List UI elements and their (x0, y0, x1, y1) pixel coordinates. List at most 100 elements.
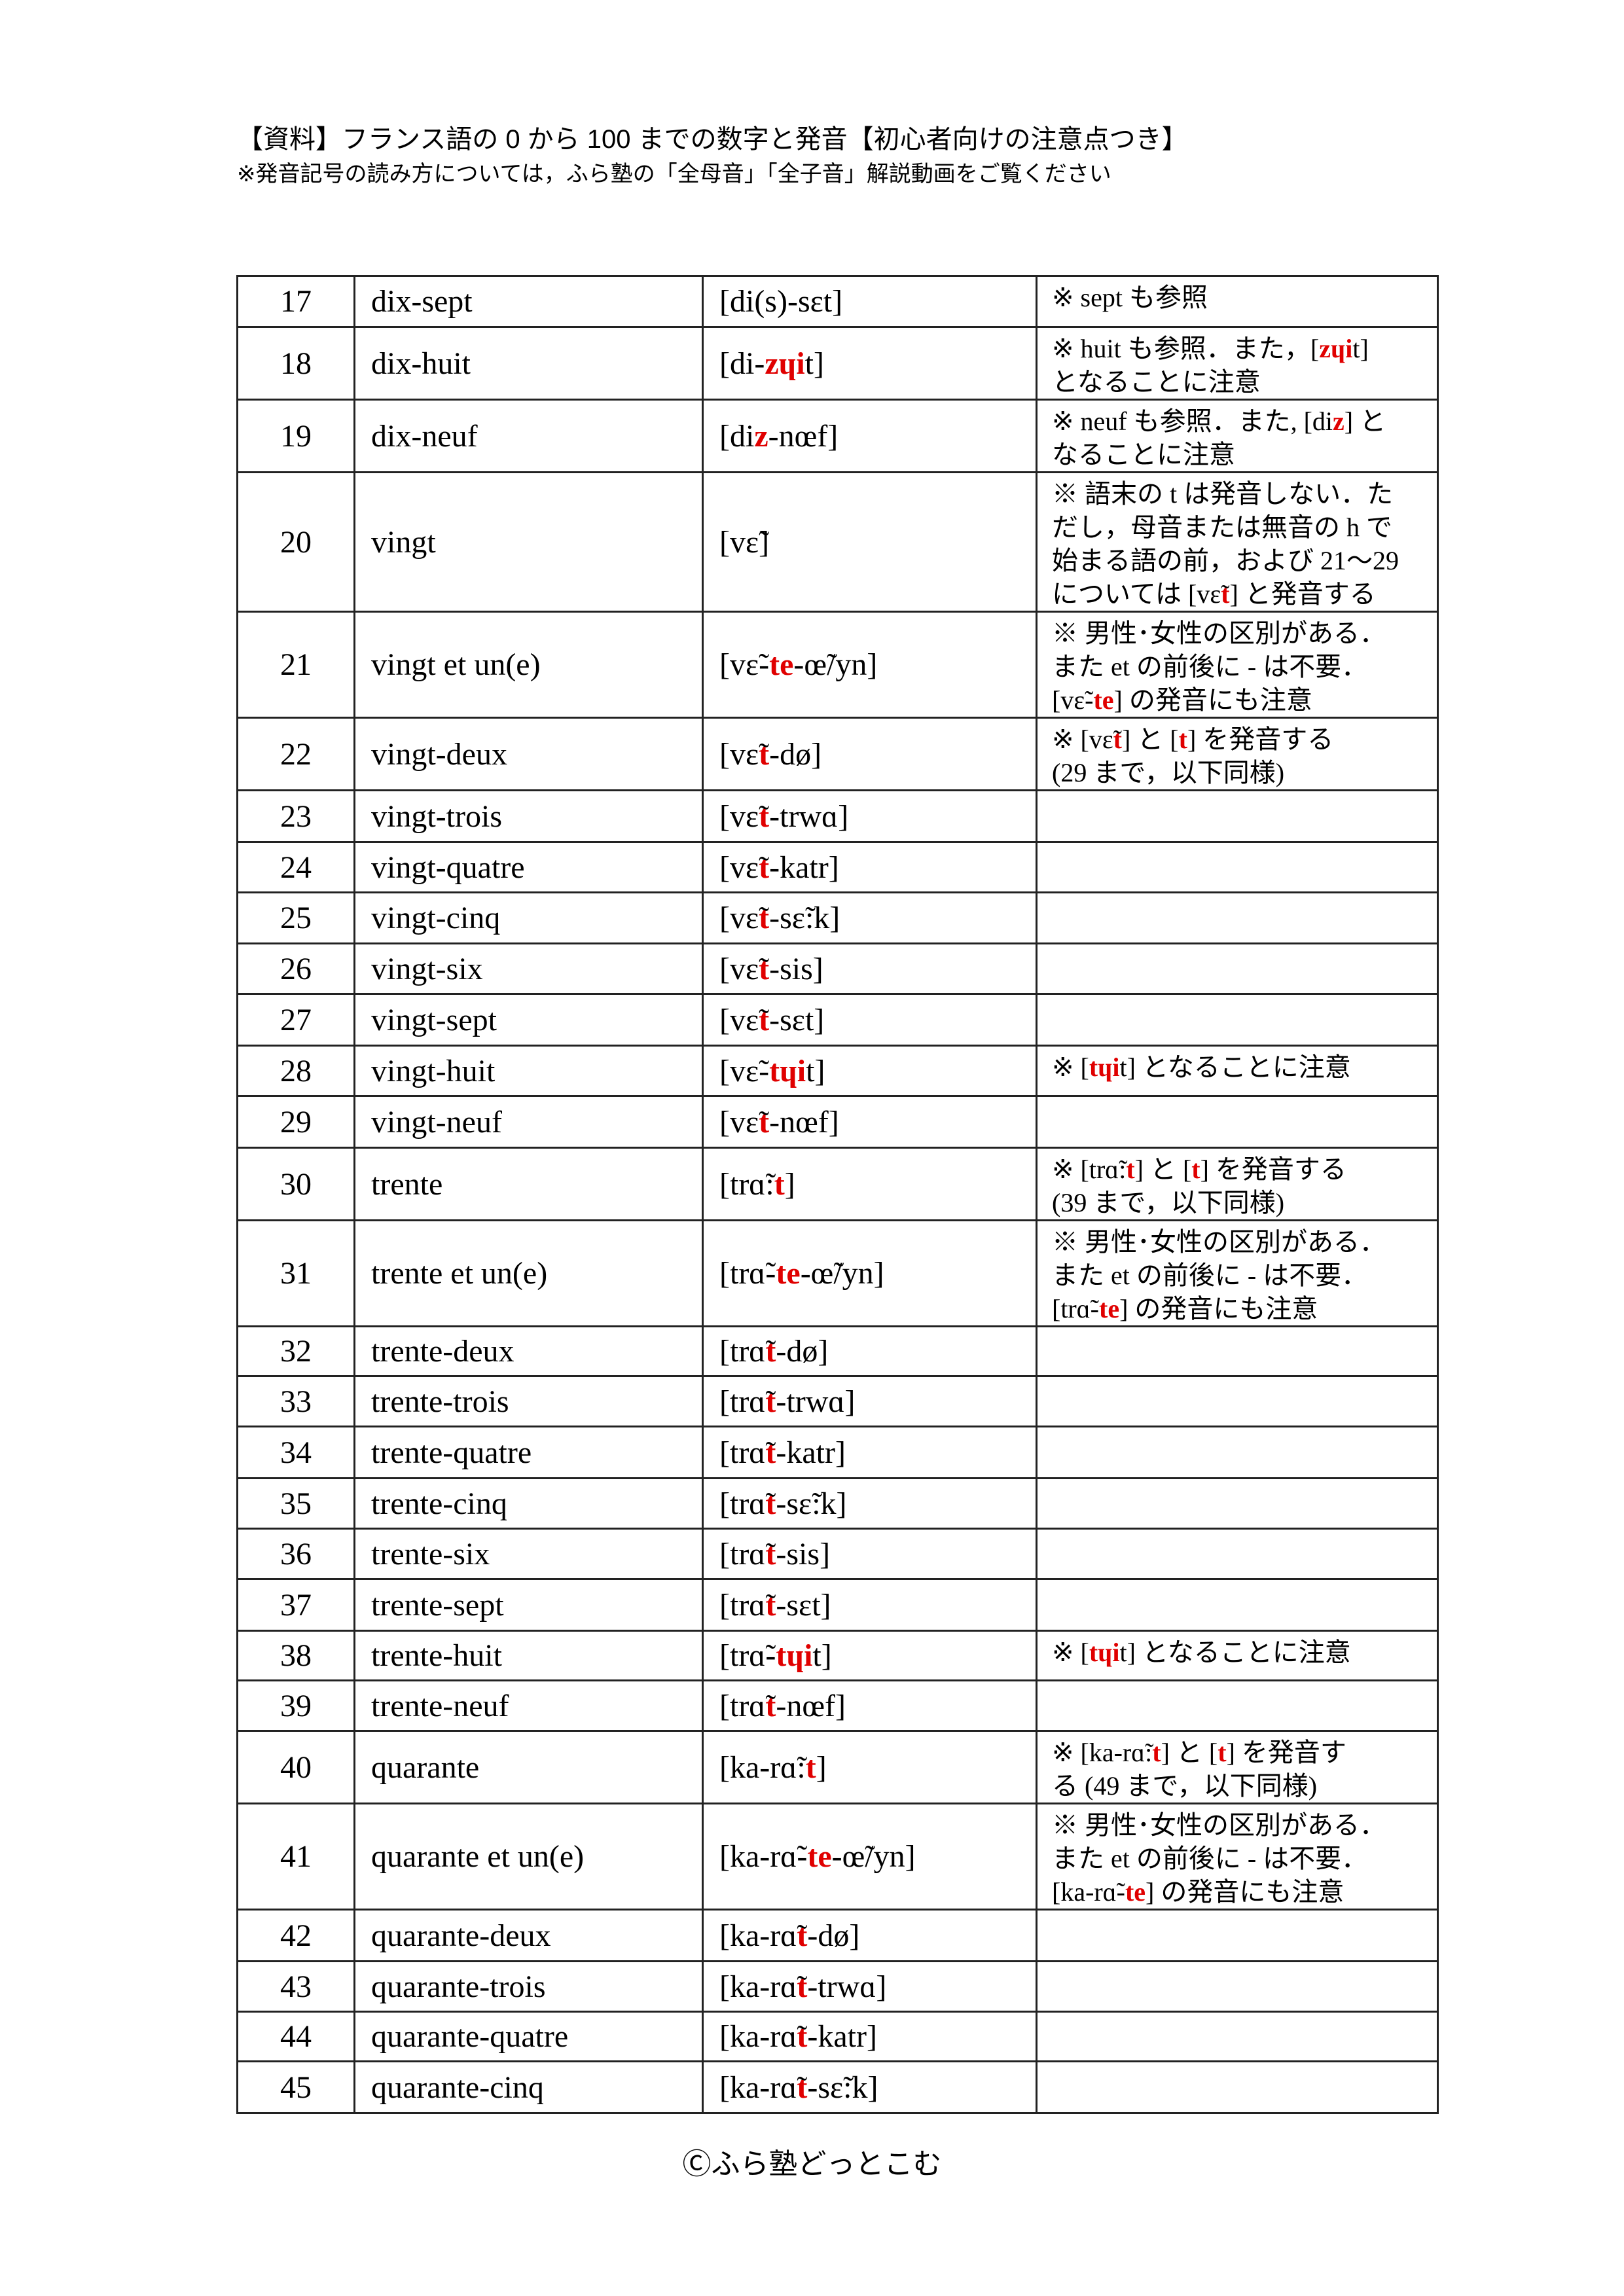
note-cell (1036, 2060, 1439, 2114)
note-line: る (49 まで，以下同様) (1052, 1769, 1430, 1802)
text-segment: -sɛt] (769, 1002, 825, 1037)
text-segment: [vɛ̃ (719, 951, 759, 986)
pronunciation-cell: [vɛ̃t-sɛ̃:k] (702, 891, 1038, 944)
table-row: 32 trente-deux [trɑ̃t-dø] (236, 1325, 1439, 1377)
word-cell: vingt-huit (353, 1045, 704, 1097)
highlight-segment: t (765, 1384, 776, 1419)
text-segment: [vɛ̃- (719, 1053, 770, 1088)
number-cell: 33 (236, 1375, 355, 1427)
highlight-segment: t (759, 1002, 770, 1037)
table-row: 19 dix-neuf [diz-nœf] ※ neuf も参照．また, [diz] … (236, 399, 1439, 473)
text-segment: ※ [trɑ̃: (1052, 1155, 1127, 1184)
text-segment: -trwɑ] (807, 1969, 887, 2004)
word-cell: trente-quatre (353, 1426, 704, 1479)
page-subtitle: ※発音記号の読み方については，ふら塾の「全母音」「全子音」解説動画をご覧ください (237, 162, 1111, 187)
note-line: また et の前後に - は不要． (1052, 1842, 1430, 1875)
text-segment: となることに注意 (1052, 367, 1261, 397)
table-row: 40 quarante [ka-rɑ̃:t] ※ [ka-rɑ̃:t] と [t] を… (236, 1730, 1439, 1804)
pronunciation-cell: [trɑ̃:t] (702, 1147, 1038, 1221)
table-row: 26 vingt-six [vɛ̃t-sis] (236, 942, 1439, 995)
highlight-segment: t (797, 2019, 808, 2054)
word-cell: vingt-deux (353, 717, 704, 791)
text-segment: ] と (1344, 406, 1386, 436)
text-segment: ] と [ (1121, 725, 1179, 754)
word-cell: vingt-quatre (353, 841, 704, 893)
word-cell: trente-huit (353, 1630, 704, 1681)
text-segment: t] となることに注意 (1119, 1052, 1351, 1082)
note-cell (1036, 841, 1439, 893)
numbers-table: 17 dix-sept [di(s)-sɛt] ※ sept も参照 18 dix-hui… (236, 275, 1439, 2114)
word-cell: vingt-sept (353, 993, 704, 1047)
note-line: (29 まで，以下同様) (1052, 756, 1430, 789)
note-cell (1036, 1909, 1439, 1962)
table-row: 39 trente-neuf [trɑ̃t-nœf] (236, 1679, 1439, 1732)
pronunciation-cell: [ka-rɑ̃t-trwɑ] (702, 1960, 1038, 2013)
word-cell: quarante-quatre (353, 2011, 704, 2062)
highlight-segment: t (1178, 725, 1187, 754)
text-segment: -sɛ̃:k] (776, 1486, 847, 1521)
word-cell: trente-sept (353, 1578, 704, 1632)
text-segment: [trɑ̃- (1052, 1294, 1099, 1323)
text-segment: -trwɑ] (769, 798, 849, 834)
highlight-segment: tɥi (776, 1638, 813, 1673)
word-cell: trente et un(e) (353, 1219, 704, 1327)
text-segment: ] (816, 1749, 827, 1785)
text-segment: [vɛ̃ (719, 850, 759, 885)
table-row: 42 quarante-deux [ka-rɑ̃t-dø] (236, 1909, 1439, 1962)
highlight-segment: zɥi (1319, 334, 1353, 363)
pronunciation-cell: [trɑ̃t-nœf] (702, 1679, 1038, 1732)
note-cell (1036, 1679, 1439, 1732)
highlight-segment: tɥi (1089, 1638, 1120, 1667)
table-row: 29 vingt-neuf [vɛ̃t-nœf] (236, 1095, 1439, 1149)
text-segment: [ka-rɑ̃ (719, 2070, 797, 2105)
text-segment: [di- (719, 346, 765, 381)
text-segment: -œ̃/yn] (831, 1839, 916, 1874)
text-segment: [vɛ̃ (719, 1002, 759, 1037)
page-title: 【資料】フランス語の 0 から 100 までの数字と発音【初心者向けの注意点つき… (237, 125, 1188, 154)
note-cell (1036, 993, 1439, 1047)
pronunciation-cell: [vɛ̃t-sis] (702, 942, 1038, 995)
note-cell (1036, 1578, 1439, 1632)
pronunciation-cell: [ka-rɑ̃:t] (702, 1730, 1038, 1804)
word-cell: vingt-trois (353, 789, 704, 843)
note-line: ※ [ka-rɑ̃:t] と [t] を発音す (1052, 1736, 1430, 1769)
highlight-segment: zɥi (765, 346, 805, 381)
highlight-segment: t (1113, 725, 1122, 754)
text-segment: [ka-rɑ̃ (719, 1969, 797, 2004)
highlight-segment: t (765, 1536, 776, 1571)
pronunciation-cell: [trɑ̃t-dø] (702, 1325, 1038, 1377)
table-row: 45 quarante-cinq [ka-rɑ̃t-sɛ̃:k] (236, 2060, 1439, 2114)
number-cell: 21 (236, 611, 355, 719)
highlight-segment: t (765, 1486, 776, 1521)
text-segment: -sɛ̃:k] (807, 2070, 878, 2105)
text-segment: ] と [ (1161, 1738, 1218, 1767)
note-cell (1036, 942, 1439, 995)
text-segment: [ka-rɑ̃ (719, 1918, 797, 1953)
pronunciation-cell: [vɛ̃t-nœf] (702, 1095, 1038, 1149)
text-segment: -trwɑ] (776, 1384, 856, 1419)
text-segment: t] (804, 346, 824, 381)
number-cell: 42 (236, 1909, 355, 1962)
note-cell (1036, 1426, 1439, 1479)
pronunciation-cell: [trɑ̃-te-œ̃/yn] (702, 1219, 1038, 1327)
highlight-segment: t (759, 736, 770, 772)
note-cell: ※ [tɥit] となることに注意 (1036, 1045, 1439, 1097)
note-cell: ※ [vɛ̃t] と [t] を発音する (29 まで，以下同様) (1036, 717, 1439, 791)
note-cell (1036, 2011, 1439, 2062)
table-row: 37 trente-sept [trɑ̃t-sɛt] (236, 1578, 1439, 1632)
table-row: 35 trente-cinq [trɑ̃t-sɛ̃:k] (236, 1477, 1439, 1530)
word-cell: dix-sept (353, 275, 704, 328)
text-segment: -sis] (769, 951, 823, 986)
highlight-segment: te (1093, 685, 1114, 715)
text-segment: だし，母音または無音の h で (1052, 512, 1392, 542)
text-segment: t] (812, 1638, 832, 1673)
note-line: ※ 男性･女性の区別がある． (1052, 1808, 1430, 1842)
note-line: [vɛ̃-te] の発音にも注意 (1052, 683, 1430, 716)
note-line: ※ 男性･女性の区別がある． (1052, 617, 1430, 650)
text-segment: ※ 男性･女性の区別がある． (1052, 619, 1386, 648)
table-row: 41 quarante et un(e) [ka-rɑ̃-te-œ̃/yn] ※ 男性… (236, 1803, 1439, 1910)
note-cell (1036, 1375, 1439, 1427)
note-cell: ※ neuf も参照．また, [diz] となることに注意 (1036, 399, 1439, 473)
text-segment: ※ [ (1052, 1052, 1089, 1082)
text-segment: [vɛ̃ (719, 1104, 759, 1139)
